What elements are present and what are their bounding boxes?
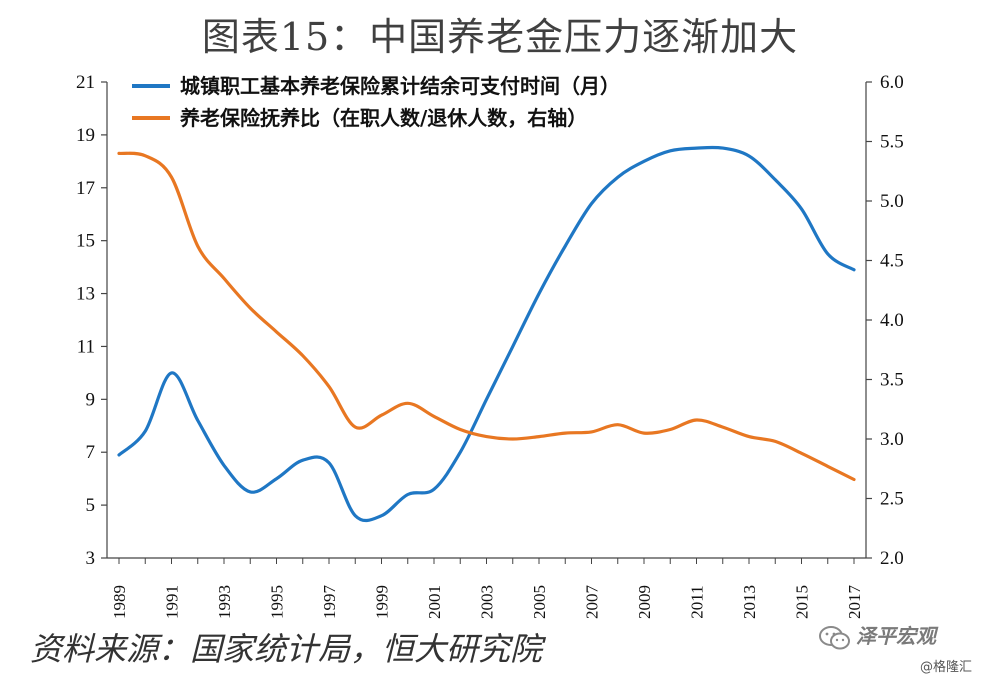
x-tick-label: 1993	[215, 585, 234, 619]
left-tick-label: 15	[76, 231, 95, 252]
x-tick-label: 1997	[320, 585, 339, 620]
legend-label: 城镇职工基本养老保险累计结余可支付时间（月）	[180, 74, 620, 98]
right-tick-label: 5.5	[880, 132, 904, 153]
right-tick-label: 3.0	[880, 429, 904, 450]
left-tick-label: 5	[86, 495, 96, 516]
x-tick-label: 2009	[635, 585, 654, 619]
series-line-dependency-ratio	[117, 151, 856, 482]
x-tick-label: 1991	[163, 585, 182, 619]
x-tick-label: 2007	[583, 585, 602, 620]
x-tick-label: 1995	[268, 585, 287, 619]
legend: 城镇职工基本养老保险累计结余可支付时间（月） 养老保险抚养比（在职人数/退休人数，…	[132, 74, 620, 130]
left-tick-label: 13	[76, 284, 95, 305]
left-tick-label: 11	[77, 336, 95, 357]
right-tick-label: 5.0	[880, 191, 904, 212]
right-tick-label: 4.0	[880, 310, 904, 331]
right-tick-label: 2.5	[880, 489, 904, 510]
watermark: @格隆汇	[920, 660, 973, 675]
source-note: 资料来源：国家统计局，恒大研究院	[30, 630, 543, 668]
left-tick-label: 19	[76, 125, 95, 146]
x-tick-label: 2015	[793, 585, 812, 619]
left-tick-label: 21	[76, 72, 95, 93]
brand-label: 泽平宏观	[818, 620, 936, 651]
series-layer	[117, 145, 856, 523]
x-tick-label: 1999	[373, 585, 392, 619]
x-tick-label: 2005	[530, 585, 549, 619]
left-tick-label: 17	[76, 178, 95, 199]
right-tick-label: 6.0	[880, 72, 904, 93]
chart-title: 图表15：中国养老金压力逐渐加大	[201, 15, 799, 59]
left-axis-ticks: 3 5 7 9 11 13 15 17 19 21	[76, 72, 107, 569]
x-tick-label: 2003	[478, 585, 497, 619]
left-tick-label: 3	[86, 548, 96, 569]
right-tick-label: 4.5	[880, 251, 904, 272]
x-tick-label: 2001	[425, 585, 444, 619]
axes	[106, 82, 867, 559]
series-line-months-payable	[117, 145, 856, 523]
x-axis-ticks: 1989 1991 1993 1995 1997 1999 2001 2003 2005 2007…	[110, 558, 864, 619]
brand-text: 泽平宏观	[856, 624, 936, 648]
x-tick-label: 2017	[845, 585, 864, 620]
x-tick-label: 2011	[688, 585, 707, 618]
wechat-icon	[819, 625, 850, 649]
left-tick-label: 9	[86, 389, 96, 410]
left-tick-label: 7	[86, 442, 96, 463]
x-tick-label: 1989	[110, 585, 129, 619]
legend-label: 养老保险抚养比（在职人数/退休人数，右轴）	[179, 106, 587, 130]
right-tick-label: 3.5	[880, 370, 904, 391]
right-tick-label: 2.0	[880, 548, 904, 569]
x-tick-label: 2013	[740, 585, 759, 619]
right-axis-ticks: 2.0 2.5 3.0 3.5 4.0 4.5 5.0 5.5 6.0	[866, 72, 904, 569]
